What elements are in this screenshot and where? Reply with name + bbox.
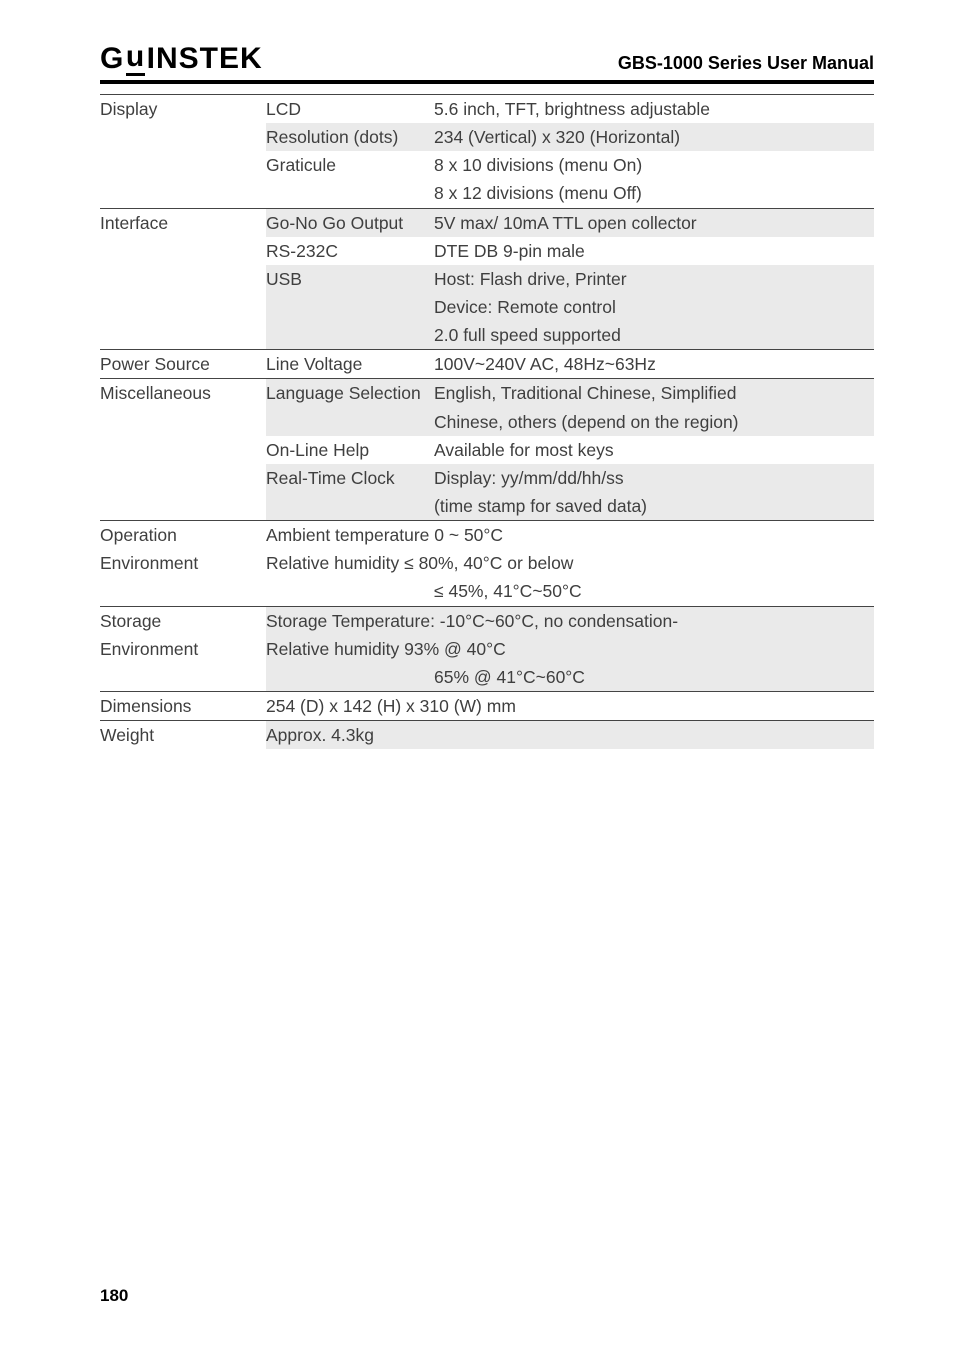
- cell-category: Operation: [100, 521, 266, 550]
- table-row: 2.0 full speed supported: [100, 321, 874, 350]
- table-row: Display LCD 5.6 inch, TFT, brightness ad…: [100, 95, 874, 124]
- cell-value-full: Relative humidity 93% @ 40°C: [266, 635, 874, 663]
- table-row: Operation Ambient temperature 0 ~ 50°C: [100, 521, 874, 550]
- table-row: Graticule 8 x 10 divisions (menu On): [100, 151, 874, 179]
- cell-category: Power Source: [100, 350, 266, 379]
- cell-value: 8 x 10 divisions (menu On): [434, 151, 874, 179]
- cell-sub: USB: [266, 265, 434, 293]
- table-row: On-Line Help Available for most keys: [100, 436, 874, 464]
- cell-category-empty: [100, 436, 266, 464]
- table-row: Chinese, others (depend on the region): [100, 408, 874, 436]
- cell-category-empty: [100, 237, 266, 265]
- cell-sub: LCD: [266, 95, 434, 124]
- cell-category: Dimensions: [100, 691, 266, 720]
- table-row: Storage Storage Temperature: -10°C~60°C,…: [100, 606, 874, 635]
- cell-sub-empty: [266, 663, 434, 692]
- cell-value: 234 (Vertical) x 320 (Horizontal): [434, 123, 874, 151]
- cell-category-empty: [100, 577, 266, 606]
- cell-category: Interface: [100, 208, 266, 237]
- specification-table: Display LCD 5.6 inch, TFT, brightness ad…: [100, 94, 874, 749]
- cell-category: Miscellaneous: [100, 379, 266, 408]
- cell-value: 2.0 full speed supported: [434, 321, 874, 350]
- table-row: RS-232C DTE DB 9-pin male: [100, 237, 874, 265]
- cell-value: 100V~240V AC, 48Hz~63Hz: [434, 350, 874, 379]
- cell-value: 65% @ 41°C~60°C: [434, 663, 874, 692]
- cell-value: 5.6 inch, TFT, brightness adjustable: [434, 95, 874, 124]
- table-row: 65% @ 41°C~60°C: [100, 663, 874, 692]
- cell-sub-empty: [266, 179, 434, 208]
- manual-title: GBS-1000 Series User Manual: [618, 53, 874, 76]
- brand-logo: GuINSTEK: [100, 42, 263, 76]
- cell-sub-empty: [266, 492, 434, 521]
- cell-value-full: Ambient temperature 0 ~ 50°C: [266, 521, 874, 550]
- cell-value: DTE DB 9-pin male: [434, 237, 874, 265]
- cell-category-empty: [100, 151, 266, 179]
- cell-category-empty: [100, 492, 266, 521]
- cell-value: Host: Flash drive, Printer: [434, 265, 874, 293]
- page: GuINSTEK GBS-1000 Series User Manual Dis…: [0, 0, 954, 1350]
- cell-sub-empty: [266, 577, 434, 606]
- cell-value-full: Relative humidity ≤ 80%, 40°C or below: [266, 549, 874, 577]
- cell-sub: Go-No Go Output: [266, 208, 434, 237]
- cell-sub-empty: [266, 293, 434, 321]
- table-row: (time stamp for saved data): [100, 492, 874, 521]
- table-row: ≤ 45%, 41°C~50°C: [100, 577, 874, 606]
- table-row: Environment Relative humidity 93% @ 40°C: [100, 635, 874, 663]
- cell-sub: Real-Time Clock: [266, 464, 434, 492]
- cell-category: Weight: [100, 721, 266, 750]
- cell-category: Environment: [100, 635, 266, 663]
- logo-text-instek: INSTEK: [147, 44, 263, 74]
- cell-category-empty: [100, 265, 266, 293]
- table-row: USB Host: Flash drive, Printer: [100, 265, 874, 293]
- table-row: Device: Remote control: [100, 293, 874, 321]
- cell-value: English, Traditional Chinese, Simplified: [434, 379, 874, 408]
- logo-text-g: G: [100, 44, 124, 74]
- cell-value: Device: Remote control: [434, 293, 874, 321]
- cell-sub: On-Line Help: [266, 436, 434, 464]
- table-row: 8 x 12 divisions (menu Off): [100, 179, 874, 208]
- cell-category-empty: [100, 179, 266, 208]
- cell-category-empty: [100, 293, 266, 321]
- cell-category-empty: [100, 408, 266, 436]
- cell-value: Chinese, others (depend on the region): [434, 408, 874, 436]
- cell-value-full: Approx. 4.3kg: [266, 721, 874, 750]
- cell-category: Storage: [100, 606, 266, 635]
- table-row: Environment Relative humidity ≤ 80%, 40°…: [100, 549, 874, 577]
- cell-sub: Language Selection: [266, 379, 434, 436]
- cell-sub: RS-232C: [266, 237, 434, 265]
- cell-value: ≤ 45%, 41°C~50°C: [434, 577, 874, 606]
- cell-category-empty: [100, 321, 266, 350]
- table-row: Miscellaneous Language Selection English…: [100, 379, 874, 408]
- cell-sub: Graticule: [266, 151, 434, 179]
- cell-sub: Line Voltage: [266, 350, 434, 379]
- cell-value: 5V max/ 10mA TTL open collector: [434, 208, 874, 237]
- cell-value: Available for most keys: [434, 436, 874, 464]
- cell-value: 8 x 12 divisions (menu Off): [434, 179, 874, 208]
- cell-sub: Resolution (dots): [266, 123, 434, 151]
- cell-category-empty: [100, 663, 266, 692]
- cell-category-empty: [100, 464, 266, 492]
- table-row: Power Source Line Voltage 100V~240V AC, …: [100, 350, 874, 379]
- table-row: Real-Time Clock Display: yy/mm/dd/hh/ss: [100, 464, 874, 492]
- cell-value-full: Storage Temperature: -10°C~60°C, no cond…: [266, 606, 874, 635]
- logo-text-u: u: [126, 42, 145, 76]
- cell-value: (time stamp for saved data): [434, 492, 874, 521]
- table-row: Weight Approx. 4.3kg: [100, 721, 874, 750]
- cell-category: Environment: [100, 549, 266, 577]
- cell-value-full: 254 (D) x 142 (H) x 310 (W) mm: [266, 691, 874, 720]
- page-header: GuINSTEK GBS-1000 Series User Manual: [100, 42, 874, 84]
- cell-category: Display: [100, 95, 266, 124]
- table-row: Dimensions 254 (D) x 142 (H) x 310 (W) m…: [100, 691, 874, 720]
- cell-value: Display: yy/mm/dd/hh/ss: [434, 464, 874, 492]
- cell-sub-empty: [266, 321, 434, 350]
- page-number: 180: [100, 1286, 128, 1306]
- table-row: Resolution (dots) 234 (Vertical) x 320 (…: [100, 123, 874, 151]
- cell-category-empty: [100, 123, 266, 151]
